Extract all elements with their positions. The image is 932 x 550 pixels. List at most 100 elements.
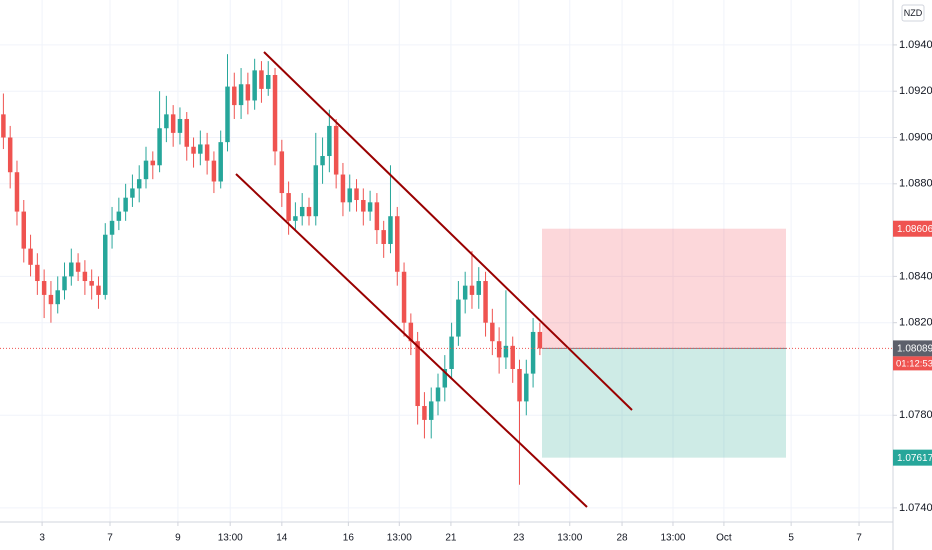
candle-body: [82, 271, 88, 282]
candle-body: [340, 174, 346, 203]
currency-box[interactable]: [901, 4, 925, 22]
x-tick-label: Oct: [716, 533, 732, 544]
candle-body: [347, 188, 352, 203]
x-tick-label: 3: [39, 533, 45, 544]
candle-body: [510, 345, 515, 369]
candle-body: [198, 144, 203, 154]
candle-body: [96, 285, 101, 295]
candle-body: [238, 84, 244, 106]
candle-body: [157, 128, 162, 166]
candle-body: [103, 234, 108, 295]
candles: [1, 54, 543, 485]
candle-body: [422, 406, 427, 420]
currency: NZD: [904, 8, 923, 18]
candle-body: [381, 230, 386, 244]
candle-body: [286, 193, 291, 221]
x-tick-label: 28: [616, 533, 628, 544]
x-tick-label: 16: [343, 533, 355, 544]
x-tick-label: 7: [856, 533, 862, 544]
candle-body: [435, 387, 441, 402]
candle-body: [374, 202, 380, 231]
candle-body: [537, 331, 543, 349]
candle-body: [252, 70, 257, 101]
candle-body: [1, 114, 6, 138]
candle-body: [109, 220, 115, 235]
candle-body: [327, 125, 332, 157]
candle-body: [354, 188, 359, 201]
candle-body: [75, 262, 81, 272]
y-tick-label: 1.08800: [899, 178, 932, 190]
axes: 1.09400 1.09200 1.09000 1.08800 1.08400 1.082…: [0, 39, 932, 544]
y-tick-label: 1.07800: [899, 409, 932, 421]
candle-body: [150, 160, 156, 166]
candle-body: [265, 75, 271, 89]
countdown-box: [893, 356, 932, 371]
candle-body: [442, 368, 448, 388]
candle-body: [367, 202, 373, 212]
candle-body: [476, 281, 481, 295]
candle-body: [164, 114, 169, 129]
candle-body: [462, 285, 468, 300]
candle-body: [388, 216, 393, 244]
price-label: 1.08089: [897, 344, 932, 355]
target-label-box: [893, 449, 932, 466]
candle-body: [333, 125, 339, 175]
x-tick-label: 14: [276, 533, 288, 544]
x-tick-label: 21: [445, 533, 457, 544]
position-tool: [542, 228, 786, 458]
x-tick-label: 13:00: [557, 533, 582, 544]
candle-body: [449, 336, 454, 369]
candle-body: [530, 331, 536, 374]
y-tick-label: 1.09400: [899, 39, 932, 51]
candle-body: [361, 200, 366, 212]
x-tick-label: 9: [175, 533, 181, 544]
candle-body: [69, 262, 74, 277]
candle-body: [170, 114, 176, 133]
y-tick-label: 1.08200: [899, 317, 932, 329]
stop-label-box: [893, 220, 932, 237]
candle-body: [503, 345, 509, 358]
candle-body: [89, 281, 94, 286]
candle-body: [469, 285, 475, 295]
candle-body: [483, 281, 488, 323]
candle-body: [35, 264, 40, 282]
candle-body: [143, 160, 149, 180]
price-label-box: [893, 340, 932, 357]
candle-body: [184, 118, 189, 147]
x-tick-label: 5: [788, 533, 794, 544]
grid: [0, 0, 893, 522]
candle-body: [28, 248, 33, 265]
candle-body: [272, 75, 278, 152]
x-tick-label: 13:00: [218, 533, 243, 544]
candle-body: [41, 281, 47, 295]
candle-body: [191, 146, 196, 154]
candle-body: [123, 197, 128, 212]
countdown: 01:12:53: [896, 358, 932, 369]
y-tick-label: 1.09200: [899, 85, 932, 97]
candle-body: [62, 276, 67, 291]
candle-body: [116, 211, 122, 221]
candle-body: [204, 144, 210, 161]
candle-body: [490, 322, 495, 342]
x-tick-label: 13:00: [387, 533, 412, 544]
candle-body: [524, 373, 529, 402]
candle-body: [130, 188, 135, 198]
candle-body: [293, 216, 298, 221]
candle-body: [211, 160, 217, 182]
target-label: 1.07617: [897, 453, 932, 464]
candle-body: [225, 86, 230, 143]
candle-body: [14, 172, 20, 212]
candle-body: [55, 290, 60, 305]
candle-body: [21, 211, 27, 249]
x-tick-label: 7: [107, 533, 113, 544]
stop-zone: [542, 228, 786, 349]
y-tick-label: 1.09000: [899, 131, 932, 143]
candle-body: [177, 118, 183, 133]
candle-body: [259, 70, 264, 89]
candle-body: [245, 84, 251, 101]
channel-lower: [235, 173, 588, 508]
x-tick-label: 23: [513, 533, 525, 544]
candle-body: [456, 299, 461, 337]
